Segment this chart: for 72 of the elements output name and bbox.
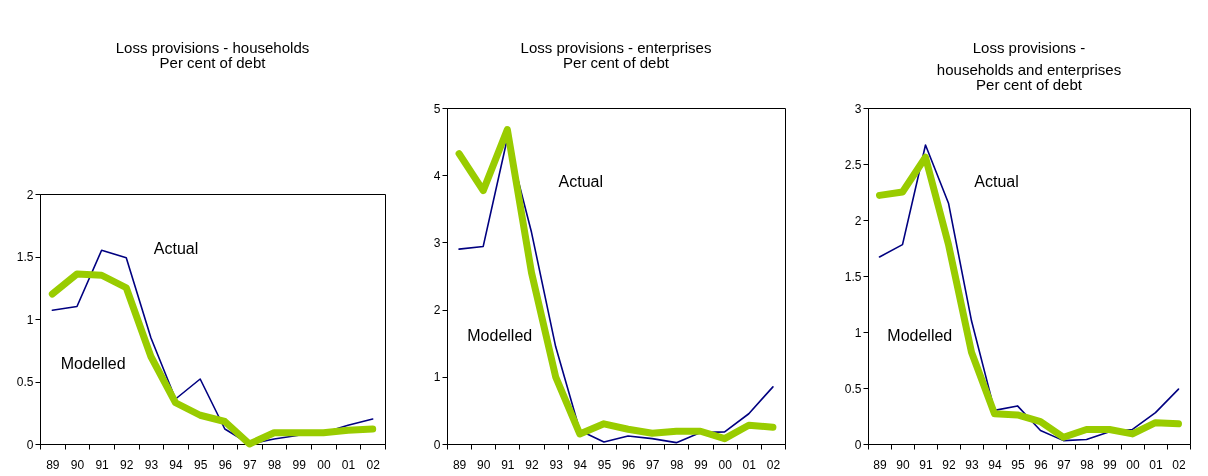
text: Actual [558, 172, 604, 190]
x-tick-label: 00 [317, 457, 331, 472]
y-tick-label: 0.5 [16, 375, 34, 389]
y-tick-label: 2 [433, 303, 441, 318]
x-tick-label: 91 [501, 457, 515, 472]
x-tick-label: 01 [341, 457, 356, 472]
x-tick-label: 91 [95, 457, 110, 472]
x-tick-label: 94 [169, 457, 184, 472]
x-tick-label: 96 [621, 457, 636, 472]
x-tick-label: 99 [292, 457, 307, 472]
x-tick-label: 99 [1103, 457, 1117, 472]
y-tick-label: 2.5 [844, 157, 862, 172]
y-tick-label: 1.5 [844, 269, 862, 284]
x-tick-label: 89 [452, 457, 467, 472]
y-tick-label: 1 [854, 325, 862, 340]
chart-subtitle: Per cent of debt [976, 76, 1083, 93]
y-tick-label: 1.5 [16, 250, 34, 264]
x-tick-label: 89 [46, 457, 60, 472]
y-tick-label: 1 [433, 370, 441, 385]
series-label: Modelled [887, 327, 953, 345]
y-tick-label: 0 [854, 437, 862, 452]
x-tick-label: 98 [267, 457, 282, 472]
x-tick-label: 01 [1149, 457, 1163, 472]
x-tick-label: 94 [988, 457, 1002, 472]
x-tick-label: 93 [965, 457, 979, 472]
y-tick-label: 3 [854, 101, 862, 116]
x-tick-label: 99 [694, 457, 708, 472]
y-tick-label: 2 [26, 187, 34, 202]
series-label: Modelled [60, 355, 126, 372]
x-tick-label: 89 [873, 457, 887, 472]
series-label: Actual [153, 240, 199, 257]
x-tick-label: 97 [243, 457, 257, 472]
x-tick-label: 92 [942, 457, 956, 472]
y-tick-label: 0 [433, 437, 441, 452]
chart-title: Loss provisions - households [115, 39, 310, 56]
x-tick-label: 92 [525, 457, 539, 472]
x-tick-label: 95 [597, 457, 612, 472]
y-tick-label: 5 [433, 101, 441, 116]
y-tick-label: 4 [433, 168, 441, 183]
x-tick-label: 98 [670, 457, 684, 472]
chart-title: Loss provisions - enterprises [520, 39, 712, 56]
x-tick-label: 00 [1126, 457, 1140, 472]
x-tick-label: 95 [194, 457, 208, 472]
chart-subtitle: Per cent of debt [159, 54, 267, 71]
series-label: Modelled [467, 327, 533, 345]
x-tick-label: 02 [1172, 457, 1186, 472]
x-tick-label: 00 [718, 457, 733, 472]
x-tick-label: 98 [1080, 457, 1094, 472]
x-tick-label: 93 [549, 457, 564, 472]
x-tick-label: 02 [366, 457, 381, 472]
x-tick-label: 90 [896, 457, 910, 472]
x-tick-label: 95 [1011, 457, 1025, 472]
x-tick-label: 90 [477, 457, 491, 472]
y-tick-label: 1 [26, 312, 34, 327]
y-tick-label: 0 [26, 437, 34, 452]
x-tick-label: 02 [766, 457, 781, 472]
series-label: Actual [974, 172, 1019, 190]
y-tick-label: 2 [854, 213, 862, 228]
x-tick-label: 97 [1057, 457, 1071, 472]
x-tick-label: 97 [646, 457, 660, 472]
y-tick-label: 3 [433, 235, 441, 250]
x-tick-label: 96 [218, 457, 233, 472]
x-tick-label: 01 [742, 457, 757, 472]
x-tick-label: 96 [1034, 457, 1048, 472]
chart-title: Loss provisions - households and enterprises [936, 39, 1122, 78]
x-tick-label: 93 [144, 457, 159, 472]
chart-subtitle: Per cent of debt [563, 54, 670, 71]
x-tick-label: 91 [919, 457, 933, 472]
y-tick-label: 0.5 [844, 381, 862, 396]
x-tick-label: 92 [120, 457, 134, 472]
x-tick-label: 90 [70, 457, 85, 472]
x-tick-label: 94 [573, 457, 588, 472]
